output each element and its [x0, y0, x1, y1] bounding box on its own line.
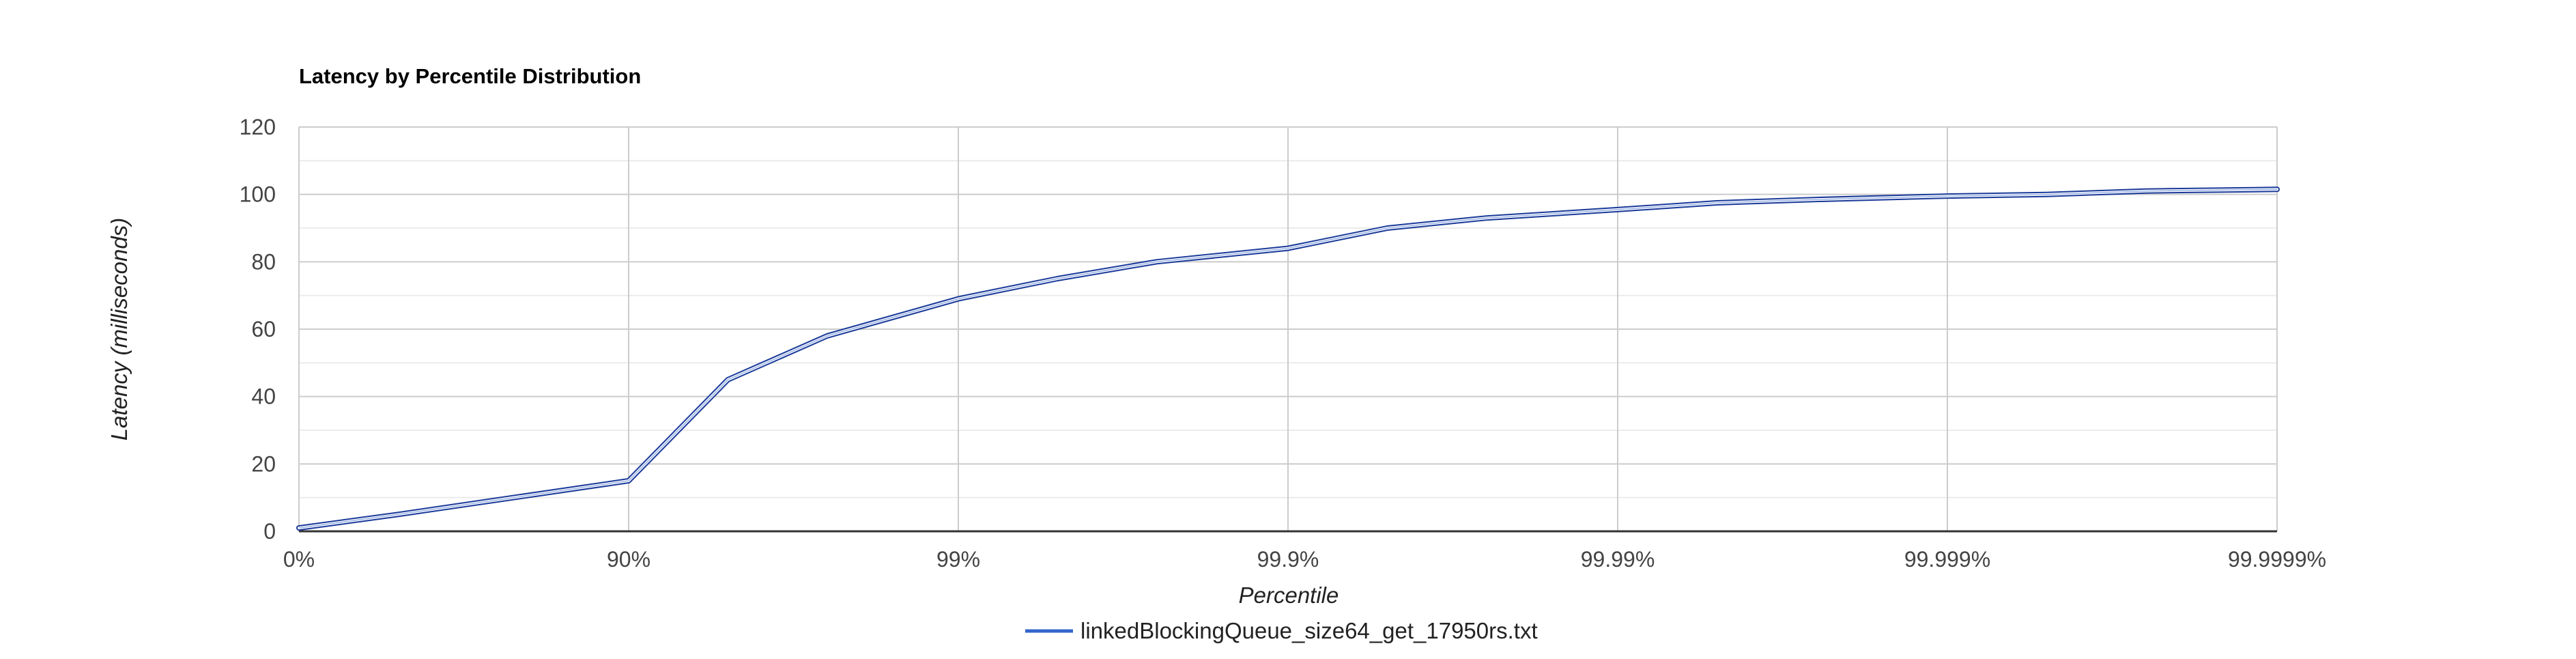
- series-line: [298, 188, 2278, 529]
- y-tick-label: 60: [251, 317, 276, 341]
- x-tick-label: 99.999%: [1904, 547, 1990, 572]
- chart-title: Latency by Percentile Distribution: [299, 64, 641, 88]
- tick-labels: 0 20 40 60 80 100 120 0% 90% 99% 99.9% 99.99% 99.999…: [240, 115, 2326, 572]
- y-tick-label: 120: [240, 115, 276, 139]
- legend-label: linkedBlockingQueue_size64_get_17950rs.t…: [1081, 618, 1538, 643]
- x-tick-label: 99.9%: [1257, 547, 1319, 572]
- y-tick-label: 80: [251, 249, 276, 274]
- y-tick-label: 0: [263, 519, 276, 544]
- legend: linkedBlockingQueue_size64_get_17950rs.t…: [1025, 618, 1538, 643]
- series-layer: [296, 186, 2280, 531]
- x-tick-label: 0%: [283, 547, 315, 572]
- y-tick-label: 40: [251, 384, 276, 409]
- x-tick-label: 99.9999%: [2228, 547, 2326, 572]
- y-tick-label: 100: [240, 182, 276, 207]
- grid: [298, 126, 2278, 533]
- y-tick-label: 20: [251, 451, 276, 476]
- y-axis-title: Latency (milliseconds): [106, 218, 132, 440]
- x-tick-label: 99%: [936, 547, 980, 572]
- x-tick-label: 99.99%: [1581, 547, 1655, 572]
- x-axis-title: Percentile: [1239, 583, 1339, 608]
- x-tick-label: 90%: [607, 547, 650, 572]
